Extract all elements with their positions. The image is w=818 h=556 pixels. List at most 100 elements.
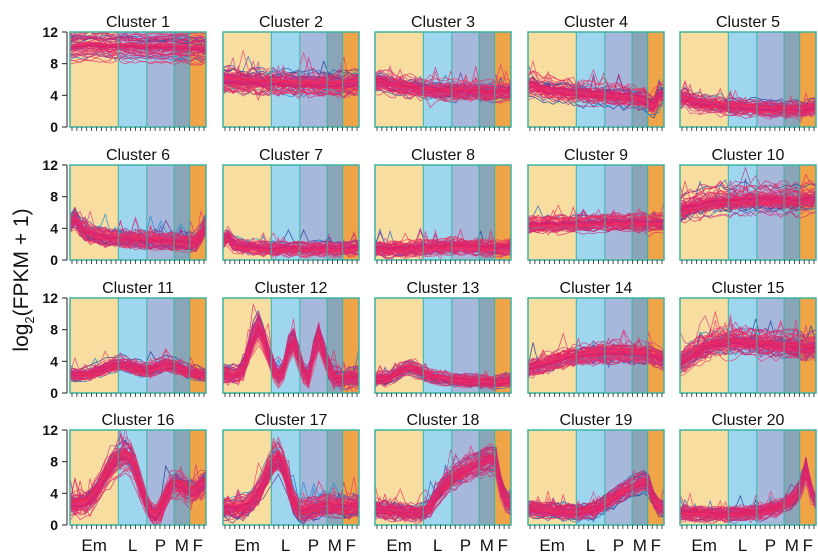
y-axis-label-log: log [10, 324, 33, 352]
cluster-panel: Cluster 8 [374, 147, 512, 264]
expression-line [70, 46, 206, 60]
stage-label: L [433, 536, 442, 555]
cluster-title: Cluster 15 [712, 280, 785, 297]
expression-lines [70, 206, 206, 253]
cluster-panel: Cluster 7 [222, 147, 360, 264]
expression-line [680, 103, 816, 123]
expression-line [223, 86, 359, 95]
y-tick-label: 8 [50, 189, 58, 205]
expression-line [70, 452, 206, 513]
stage-label: M [785, 536, 799, 555]
expression-line [680, 341, 816, 366]
expression-line [375, 457, 511, 515]
cluster-panel: Cluster 12 [222, 280, 360, 397]
cluster-panel: Cluster 19 Em L P M F [527, 412, 665, 555]
stage-band [528, 298, 577, 393]
cluster-title: Cluster 2 [259, 14, 323, 31]
expression-lines [70, 32, 206, 66]
expression-line [375, 243, 511, 251]
stage-band [632, 32, 648, 127]
stage-label: L [128, 536, 137, 555]
panel-frame [69, 164, 207, 261]
stage-label: L [586, 536, 595, 555]
y-axis-label-base: 2 [22, 316, 34, 323]
stage-label: Em [234, 536, 260, 555]
expression-line [528, 479, 664, 512]
stage-band [784, 165, 800, 260]
stage-label: P [613, 536, 624, 555]
y-tick-label: 12 [42, 157, 58, 173]
expression-line [528, 214, 664, 222]
stage-band [728, 165, 757, 260]
cluster-panel: Cluster 14 [527, 280, 665, 397]
cluster-panel: Cluster 6 0 4 8 12 [42, 147, 207, 268]
panel-frame [222, 164, 360, 261]
expression-line [70, 456, 206, 520]
expression-line [528, 76, 664, 112]
stage-band [174, 298, 190, 393]
expression-line [70, 436, 206, 508]
panel-frame [374, 429, 512, 526]
expression-line [528, 352, 664, 374]
stage-label: F [498, 536, 508, 555]
expression-line [680, 322, 816, 357]
expression-line [70, 468, 206, 523]
cluster-title: Cluster 13 [407, 280, 480, 297]
expression-line [528, 84, 664, 110]
expression-line [375, 359, 511, 378]
expression-line [223, 234, 359, 250]
expression-line [70, 211, 206, 253]
cluster-title: Cluster 18 [407, 412, 480, 429]
expression-line [375, 89, 511, 104]
cluster-panel: Cluster 11 0 4 8 12 [42, 280, 207, 401]
expression-line [528, 357, 664, 377]
stage-label: P [155, 536, 166, 555]
expression-line [223, 73, 359, 83]
panel-frame [527, 297, 665, 394]
expression-line [680, 184, 816, 206]
stage-label: F [346, 536, 356, 555]
expression-line [680, 201, 816, 220]
expression-line [70, 350, 206, 372]
stage-band [146, 298, 175, 393]
expression-line [680, 102, 816, 118]
cluster-panel: Cluster 20 Em L P M F [679, 412, 817, 555]
cluster-panel: Cluster 2 [222, 14, 360, 131]
expression-line [223, 84, 359, 96]
y-tick-label: 8 [50, 454, 58, 470]
expression-line [680, 209, 816, 223]
expression-line [223, 234, 359, 251]
expression-line [528, 357, 664, 376]
expression-line [223, 77, 359, 87]
expression-line [70, 430, 206, 508]
expression-line [680, 324, 816, 356]
svg-text:log2(FPKM + 1): log2(FPKM + 1) [10, 208, 34, 351]
expression-lines [375, 63, 511, 109]
expression-line [223, 49, 359, 78]
expression-line [70, 40, 206, 57]
expression-line [375, 69, 511, 84]
expression-line [680, 98, 816, 116]
stage-band [576, 32, 605, 127]
expression-line [223, 327, 359, 382]
expression-line [528, 81, 664, 105]
stage-band [632, 298, 648, 393]
stage-label: P [460, 536, 471, 555]
expression-line [528, 355, 664, 377]
expression-line [528, 208, 664, 220]
cluster-title: Cluster 9 [564, 147, 628, 164]
stage-band [479, 298, 495, 393]
expression-lines [70, 430, 206, 525]
expression-line [375, 87, 511, 102]
stage-label: L [281, 536, 290, 555]
expression-line [528, 59, 664, 97]
cluster-title: Cluster 14 [560, 280, 633, 297]
expression-line [223, 87, 359, 99]
cluster-panel: Cluster 13 [374, 280, 512, 397]
expression-line [375, 470, 511, 523]
expression-line [70, 44, 206, 52]
y-tick-label: 0 [50, 385, 58, 401]
expression-line [375, 468, 511, 524]
stage-band [604, 165, 633, 260]
expression-lines [528, 469, 664, 523]
